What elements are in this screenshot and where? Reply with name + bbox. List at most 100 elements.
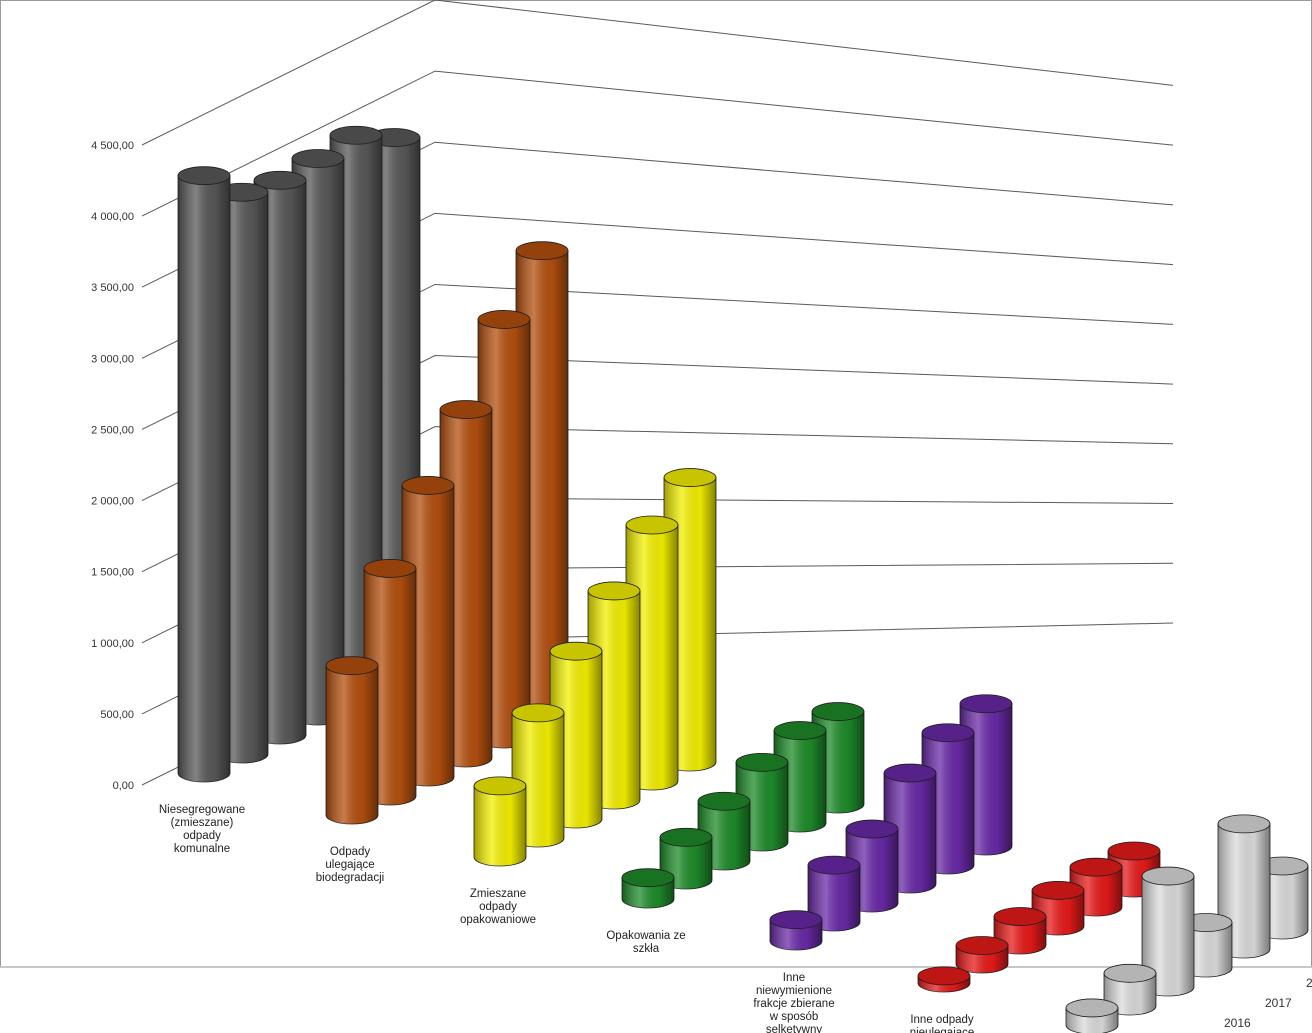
grid-line (141, 0, 1174, 146)
series-axis-ticks: 201420152016201720182019 (1224, 976, 1312, 1030)
bar-top (1031, 881, 1085, 900)
bar (807, 855, 861, 932)
bar-top (921, 723, 975, 743)
category-label: Inne odpadynieulegającebiodegradacji(cme… (908, 1014, 976, 1033)
series-label: 2018 (1306, 976, 1312, 990)
bar-top-shading (1032, 881, 1084, 900)
bar-top-shading (1104, 964, 1156, 983)
bar (325, 656, 379, 825)
y-tick-label: 0,00 (113, 780, 134, 792)
bar-top-shading (1108, 842, 1160, 861)
bar-top-shading (402, 476, 454, 495)
bar-top (1069, 857, 1123, 877)
bar-top-shading (178, 166, 230, 185)
bar (177, 166, 231, 783)
bar-top (549, 641, 603, 661)
bar-top-shading (474, 776, 526, 795)
bar-top-shading (622, 868, 674, 887)
series-label: 2016 (1224, 1016, 1251, 1030)
bar-top (325, 656, 379, 676)
bar-top (811, 702, 865, 721)
bar-top (883, 763, 937, 783)
bar-top (477, 310, 531, 329)
bar-top (329, 125, 383, 145)
bar-top (955, 936, 1009, 955)
bar-top-shading (770, 910, 822, 929)
bar-top (807, 855, 861, 875)
bar-top-shading (512, 703, 564, 722)
bar-top (917, 966, 971, 986)
bar-top (1103, 963, 1157, 983)
bar-top (439, 400, 493, 419)
y-tick-label: 4 000,00 (91, 211, 134, 223)
grid-line (141, 70, 1174, 217)
bar-top-shading (956, 936, 1008, 955)
bar-top-shading (922, 723, 974, 742)
bar-top (845, 819, 899, 839)
bar-top-shading (326, 656, 378, 675)
bar-top-shading (330, 126, 382, 145)
bar-top (1065, 998, 1119, 1018)
bar-top (993, 907, 1047, 926)
bar (1141, 866, 1195, 997)
bar-top (625, 515, 679, 535)
y-axis-ticks: 0,00 500,00 1 000,00 1 500,00 2 000,00 2 500,… (91, 140, 134, 792)
bar (769, 910, 823, 951)
y-tick-label: 1 500,00 (91, 567, 134, 579)
bar-top (401, 476, 455, 495)
bar-top-shading (516, 241, 568, 260)
bar-top (587, 581, 641, 601)
bar-top-shading (736, 753, 788, 772)
y-tick-label: 3 000,00 (91, 353, 134, 365)
bar-top (1107, 841, 1161, 861)
bar-top-shading (664, 468, 716, 487)
bar-top (735, 752, 789, 772)
bar-top-shading (292, 149, 344, 168)
bar-top-shading (884, 764, 936, 783)
y-tick-label: 1 000,00 (91, 638, 134, 650)
bar-top-shading (1070, 858, 1122, 877)
bar-shading (474, 785, 526, 866)
bar-top (511, 703, 565, 723)
category-label: Inne niewymienione frakcje zbierane w sposó… (753, 972, 834, 1033)
y-tick-label: 2 000,00 (91, 496, 134, 508)
bar-top (621, 868, 675, 888)
category-label: Zmieszane odpady opakowaniowe (460, 888, 536, 926)
bar-top-shading (774, 721, 826, 740)
bar-top-shading (364, 559, 416, 578)
y-tick-label: 2 500,00 (91, 424, 134, 436)
bar (917, 966, 971, 993)
bar (1103, 963, 1157, 1016)
bar-shading (1142, 876, 1194, 996)
bar-top-shading (1066, 998, 1118, 1017)
category-labels: Niesegregowane (zmieszane) odpady komunalne… (159, 804, 976, 1033)
bar-top (769, 910, 823, 930)
bar-top (253, 170, 307, 190)
bar-top-shading (994, 907, 1046, 926)
bar-top-shading (846, 820, 898, 839)
bar-shading (1104, 973, 1156, 1015)
bar-top-shading (440, 400, 492, 419)
y-tick-label: 4 500,00 (91, 140, 134, 152)
bar-top (659, 827, 713, 847)
bar-top-shading (918, 966, 970, 985)
bar-top-shading (960, 694, 1012, 713)
y-tick-label: 500,00 (100, 709, 134, 721)
category-label: Niesegregowane (zmieszane) odpady komunalne (159, 804, 245, 855)
bar-top (363, 559, 417, 578)
bar-top-shading (254, 171, 306, 190)
bar-top-shading (808, 856, 860, 875)
bar-shading (178, 175, 230, 782)
bar-top (1141, 866, 1195, 886)
bar-shading (808, 865, 860, 931)
bar-top (663, 468, 717, 487)
bar-top-shading (698, 792, 750, 811)
bar-top (515, 241, 569, 261)
bar (473, 776, 527, 867)
bar (955, 936, 1009, 974)
series-label: 2017 (1265, 996, 1292, 1010)
bar-shading (326, 665, 378, 824)
category-label: Opakowania ze szkła (606, 930, 685, 955)
